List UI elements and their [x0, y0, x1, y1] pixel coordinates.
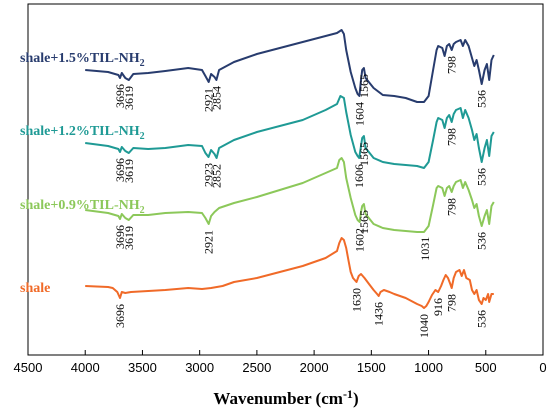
peak-label: 2852 [210, 164, 224, 188]
peak-label: 1040 [417, 314, 431, 338]
series-labels: shale+1.5%TIL-NH2shale+1.2%TIL-NH2shale+… [20, 51, 145, 296]
peak-label: 536 [475, 90, 489, 108]
peak-label: 1565 [357, 74, 371, 98]
peak-label: 3619 [122, 86, 136, 110]
plot-frame [27, 3, 544, 356]
series-label-1: shale+1.2%TIL-NH2 [20, 124, 145, 142]
peak-label: 798 [445, 56, 459, 74]
peak-label: 1630 [350, 288, 364, 312]
peak-label: 3619 [122, 159, 136, 183]
series-label-text: shale [20, 281, 50, 296]
peak-label: 2854 [209, 86, 223, 110]
x-tick-label: 3000 [185, 360, 214, 375]
series-label-2: shale+0.9%TIL-NH2 [20, 198, 145, 216]
peak-label: 798 [445, 198, 459, 216]
peak-label: 1565 [357, 210, 371, 234]
series-label-0: shale+1.5%TIL-NH2 [20, 51, 145, 69]
series-line-1 [85, 95, 495, 169]
x-tick-label: 0 [539, 360, 546, 375]
x-tick-label: 4000 [71, 360, 100, 375]
x-tick-label: 2500 [242, 360, 271, 375]
peak-label: 1604 [352, 102, 366, 126]
x-tick-label: 1500 [357, 360, 386, 375]
peak-label: 3696 [113, 84, 127, 108]
x-tick-label: 4500 [14, 360, 43, 375]
peak-label: 798 [445, 128, 459, 146]
peak-label: 536 [475, 310, 489, 328]
peak-label: 3696 [113, 304, 127, 328]
x-axis-title-superscript: -1 [343, 387, 353, 401]
series-line-3 [85, 237, 494, 309]
peak-label: 2921 [202, 88, 216, 112]
peak-label: 3696 [113, 225, 127, 249]
peak-label: 3619 [122, 226, 136, 250]
x-axis-tick-labels: 4500 4000 3500 3000 2500 2000 1500 1000 500 0 [14, 360, 547, 375]
peak-label: 3696 [113, 158, 127, 182]
peak-label: 2923 [202, 163, 216, 187]
series-label-text: shale+1.5%TIL-NH [20, 51, 140, 66]
peak-label: 1606 [352, 164, 366, 188]
series-label-3: shale [20, 281, 50, 296]
series-label-subscript: 2 [140, 205, 145, 216]
peak-label: 1436 [372, 302, 386, 326]
x-axis-title: Wavenumber (cm-1) [213, 387, 358, 408]
peak-label: 1031 [418, 237, 432, 261]
series-label-text: shale+0.9%TIL-NH [20, 198, 140, 213]
peak-label: 1602 [353, 228, 367, 252]
peak-label: 916 [431, 298, 445, 316]
x-tick-label: 2000 [300, 360, 329, 375]
series-lines [85, 29, 495, 309]
series-line-2 [85, 157, 495, 233]
x-tick-label: 3500 [128, 360, 157, 375]
series-label-subscript: 2 [140, 131, 145, 142]
x-axis-title-end: ) [353, 389, 359, 408]
peak-label: 798 [445, 294, 459, 312]
x-tick-label: 1000 [414, 360, 443, 375]
peak-label: 536 [475, 168, 489, 186]
series-line-0 [85, 29, 495, 103]
peak-label: 1565 [357, 142, 371, 166]
x-axis-ticks [27, 350, 544, 355]
peak-label: 536 [475, 232, 489, 250]
series-label-subscript: 2 [140, 58, 145, 69]
series-label-text: shale+1.2%TIL-NH [20, 124, 140, 139]
x-tick-label: 500 [475, 360, 497, 375]
peak-label: 2921 [202, 230, 216, 254]
